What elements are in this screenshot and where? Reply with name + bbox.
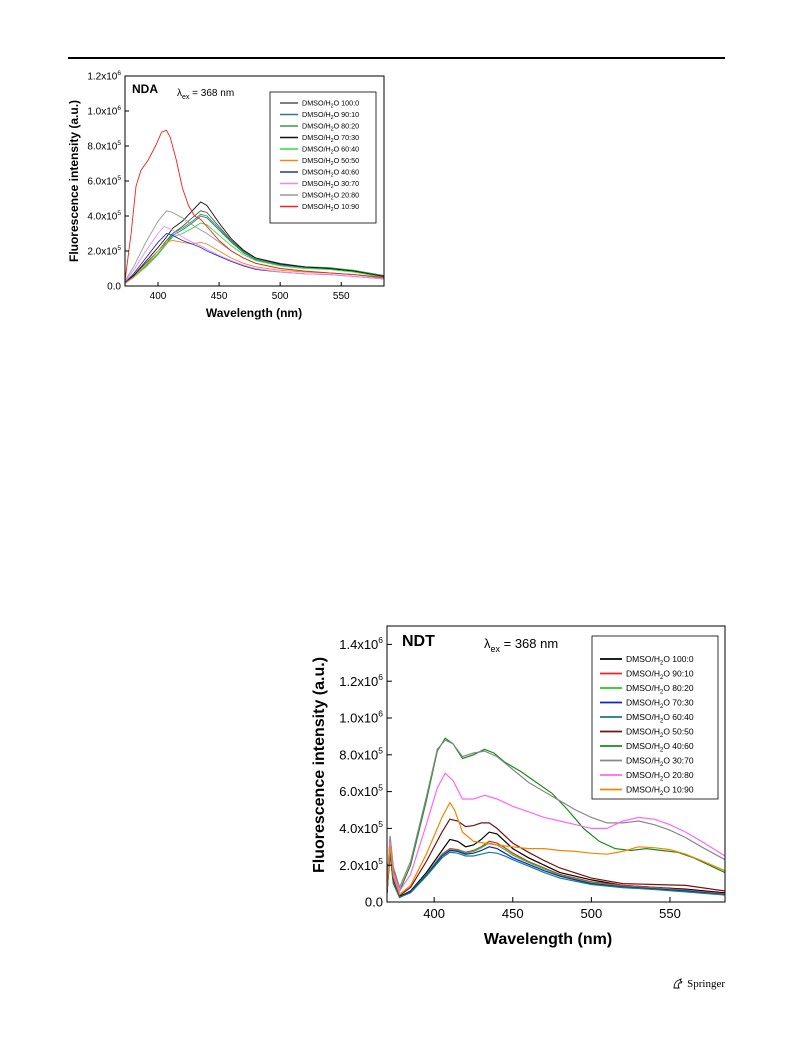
ndt-series-line-5: [387, 851, 725, 899]
nda-legend-label: DMSO/H2O 80:20: [302, 122, 359, 133]
ndt-legend-label: DMSO/H2O 30:70: [626, 755, 694, 768]
nda-legend-label: DMSO/H2O 100:0: [302, 99, 359, 110]
nda-x-tick-label: 450: [211, 291, 228, 302]
nda-legend-label: DMSO/H2O 10:90: [302, 202, 359, 213]
ndt-legend-label: DMSO/H2O 100:0: [626, 654, 694, 667]
ndt-series-line-1: [387, 831, 725, 898]
nda-legend-label: DMSO/H2O 60:40: [302, 145, 359, 156]
ndt-series-line-10: [387, 801, 725, 896]
nda-y-tick-label: 1.2x106: [87, 70, 121, 83]
nda-legend-label: DMSO/H2O 70:30: [302, 133, 359, 144]
ndt-series-layer: [387, 737, 725, 899]
ndt-legend-label: DMSO/H2O 10:90: [626, 784, 694, 797]
ndt-series-line-9: [387, 772, 725, 893]
nda-excitation-label: λex = 368 nm: [177, 88, 234, 101]
ndt-y-tick-label: 4.0x105: [339, 819, 383, 836]
nda-series-line-5: [125, 222, 384, 284]
ndt-y-tick-label: 6.0x105: [339, 782, 383, 799]
nda-legend-label: DMSO/H2O 30:70: [302, 179, 359, 190]
nda-y-axis-label: Fluorescence intensity (a.u.): [67, 100, 81, 262]
nda-legend-label: DMSO/H2O 50:50: [302, 156, 359, 167]
nda-legend-label: DMSO/H2O 90:10: [302, 110, 359, 121]
ndt-ticks-layer: 400 450 500 550 0.0 2.0x105 4.0x105 6.0x105 8.0x…: [339, 635, 681, 921]
ndt-y-tick-label: 8.0x105: [339, 746, 383, 763]
ndt-y-tick-label: 1.4x106: [339, 635, 383, 652]
nda-series-line-6: [125, 240, 384, 284]
ndt-legend-label: DMSO/H2O 40:60: [626, 741, 694, 754]
ndt-x-tick-label: 400: [423, 906, 445, 921]
ndt-series-line-4: [387, 846, 725, 899]
ndt-legend-label: DMSO/H2O 20:80: [626, 770, 694, 783]
nda-x-axis-label: Wavelength (nm): [206, 306, 302, 320]
ndt-legend-label: DMSO/H2O 50:50: [626, 726, 694, 739]
ndt-x-tick-label: 550: [659, 906, 681, 921]
publisher-name: Springer: [687, 978, 725, 990]
nda-series-layer: [125, 129, 384, 284]
nda-series-line-4: [125, 201, 384, 283]
ndt-y-axis-label: Fluorescence intensity (a.u.): [311, 657, 328, 873]
ndt-y-tick-label: 1.0x106: [339, 709, 383, 726]
nda-panel-label: NDA: [132, 82, 158, 96]
ndt-legend-label: DMSO/H2O 80:20: [626, 683, 694, 696]
nda-y-tick-label: 4.0x105: [87, 210, 121, 223]
nda-x-tick-label: 500: [272, 291, 289, 302]
ndt-series-line-7: [387, 737, 725, 893]
ndt-excitation-label: λex = 368 nm: [484, 636, 558, 654]
nda-y-tick-label: 2.0x105: [87, 245, 121, 258]
nda-x-tick-label: 550: [333, 291, 350, 302]
nda-series-line-10: [125, 129, 384, 281]
ndt-legend-label: DMSO/H2O 60:40: [626, 712, 694, 725]
publisher-footer: Springer: [672, 978, 725, 990]
nda-x-tick-label: 400: [150, 291, 167, 302]
ndt-y-tick-label: 0.0: [365, 895, 383, 910]
ndt-x-tick-label: 450: [502, 906, 524, 921]
nda-legend-label: DMSO/H2O 20:80: [302, 191, 359, 202]
nda-y-tick-label: 1.0x106: [87, 105, 121, 118]
ndt-series-line-8: [387, 739, 725, 890]
ndt-y-tick-label: 2.0x105: [339, 856, 383, 873]
nda-y-tick-label: 6.0x105: [87, 175, 121, 188]
springer-horse-icon: [673, 978, 683, 989]
ndt-panel-label: NDT: [402, 633, 435, 650]
ndt-y-tick-label: 1.2x106: [339, 672, 383, 689]
ndt-series-line-6: [387, 818, 725, 897]
ndt-x-axis-label: Wavelength (nm): [484, 931, 612, 948]
nda-series-line-8: [125, 225, 384, 282]
nda-ticks-layer: 400 450 500 550 0.0 2.0x105 4.0x105 6.0x105 8.0x…: [87, 70, 350, 302]
nda-legend-label: DMSO/H2O 40:60: [302, 168, 359, 179]
ndt-x-tick-label: 500: [581, 906, 603, 921]
ndt-legend-label: DMSO/H2O 90:10: [626, 668, 694, 681]
ndt-legend-label: DMSO/H2O 70:30: [626, 697, 694, 710]
header-rule: [68, 57, 725, 59]
nda-y-tick-label: 8.0x105: [87, 140, 121, 153]
ndt-plot-frame: [386, 625, 726, 903]
nda-y-tick-label: 0.0: [107, 282, 121, 293]
